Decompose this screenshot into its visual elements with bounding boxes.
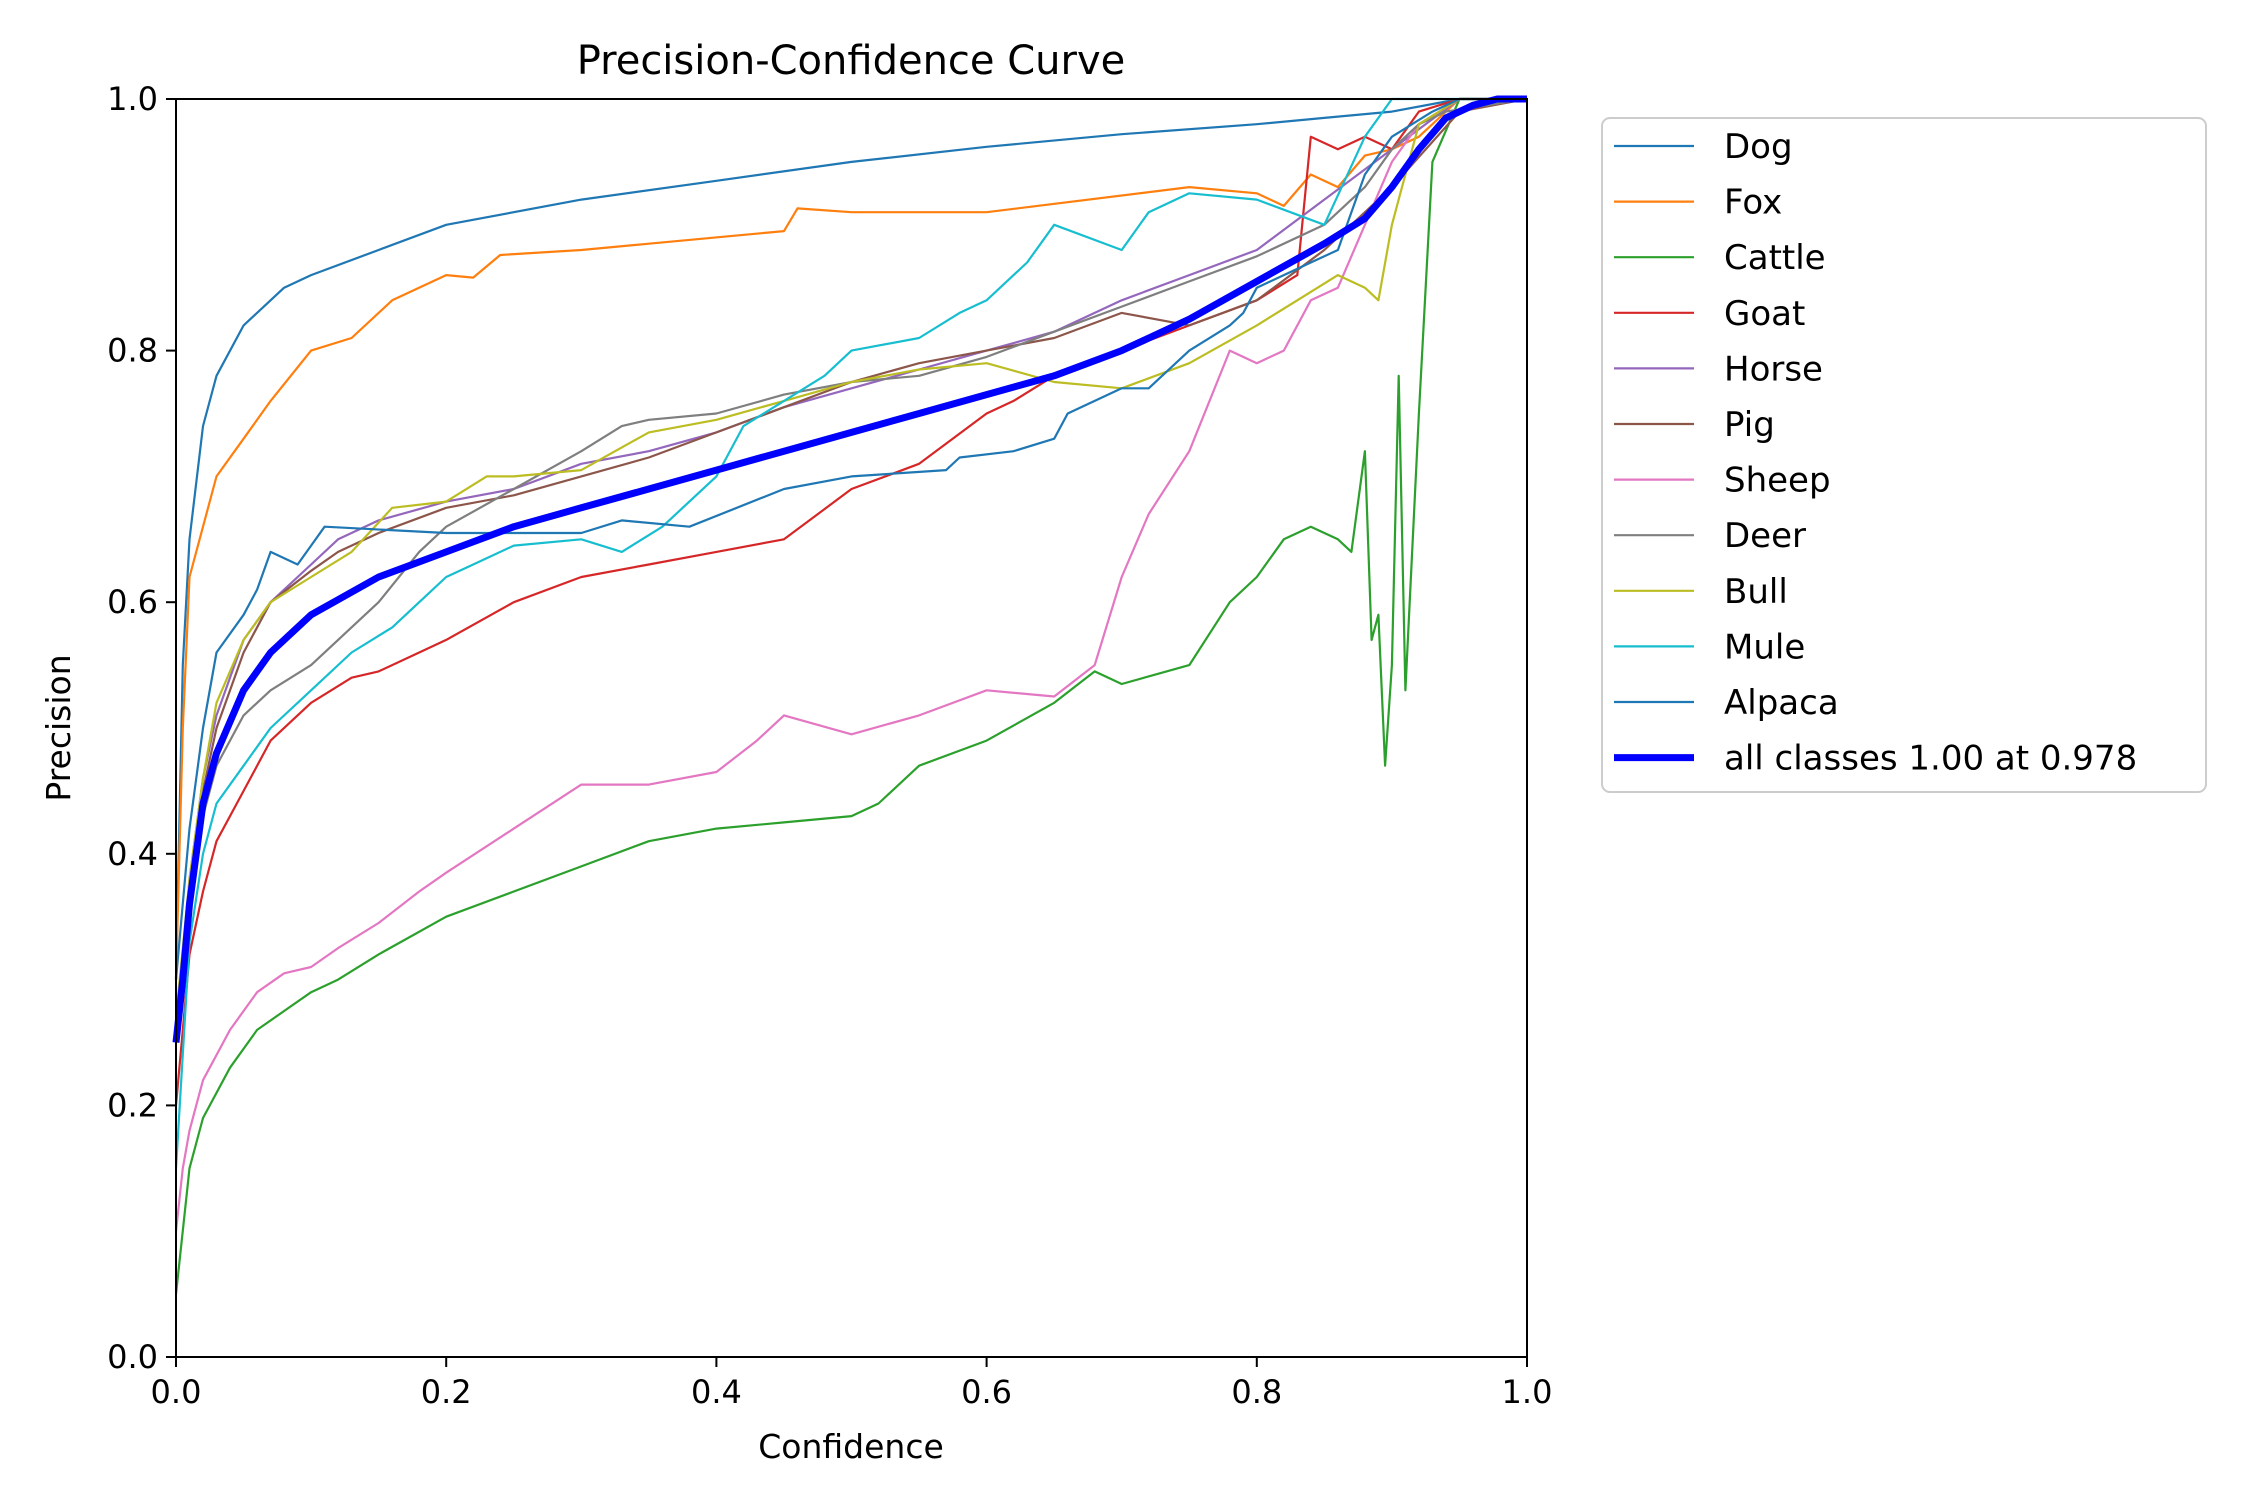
series-line-cattle xyxy=(174,97,1527,1295)
x-tick-label: 0.2 xyxy=(421,1373,472,1411)
x-axis-label: Confidence xyxy=(758,1427,944,1466)
y-tick-label: 0.0 xyxy=(107,1338,158,1376)
legend-label-cattle: Cattle xyxy=(1724,238,1826,278)
legend-label-pig: Pig xyxy=(1724,405,1775,445)
series-line-dog xyxy=(174,97,1527,980)
series-line-pig xyxy=(174,97,1528,1043)
y-axis: 0.0 0.2 0.4 0.6 0.8 1.0 xyxy=(107,80,176,1376)
series-line-sheep xyxy=(174,97,1527,1232)
plot-frame xyxy=(175,98,1528,1358)
x-tick-label: 0.0 xyxy=(151,1373,202,1411)
legend-label-fox: Fox xyxy=(1724,183,1782,223)
y-tick-label: 1.0 xyxy=(107,80,158,118)
x-tick-label: 1.0 xyxy=(1502,1373,1553,1411)
legend: Dog Fox Cattle Goat Horse Pig Sheep Deer Bull Mul… xyxy=(1601,117,2207,793)
series-line-mule xyxy=(174,97,1527,1169)
legend-label-sheep: Sheep xyxy=(1724,461,1831,501)
legend-label-deer: Deer xyxy=(1724,516,1806,556)
x-tick-label: 0.8 xyxy=(1231,1373,1282,1411)
series-line-bull xyxy=(174,97,1527,1018)
legend-frame xyxy=(1601,117,2207,793)
legend-label-all-classes-1-00-at-0-978: all classes 1.00 at 0.978 xyxy=(1724,739,2137,779)
x-tick-label: 0.4 xyxy=(691,1373,742,1411)
legend-label-bull: Bull xyxy=(1724,572,1788,612)
y-tick-label: 0.2 xyxy=(107,1086,158,1124)
chart-title: Precision-Confidence Curve xyxy=(577,38,1126,84)
series-line-goat xyxy=(174,97,1527,1106)
legend-label-goat: Goat xyxy=(1724,294,1805,334)
series-line-alpaca xyxy=(174,97,1527,980)
y-tick-label: 0.4 xyxy=(107,835,158,873)
y-tick-label: 0.6 xyxy=(107,583,158,621)
y-axis-label: Precision xyxy=(39,654,78,801)
legend-label-horse: Horse xyxy=(1724,349,1823,389)
y-tick-label: 0.8 xyxy=(107,332,158,370)
series-layer xyxy=(172,95,1528,1295)
x-tick-label: 0.6 xyxy=(961,1373,1012,1411)
legend-label-alpaca: Alpaca xyxy=(1724,683,1839,723)
legend-label-dog: Dog xyxy=(1724,127,1793,167)
x-axis: 0.0 0.2 0.4 0.6 0.8 1.0 xyxy=(151,1357,1553,1411)
series-line-all-classes-1-00-at-0-978 xyxy=(172,95,1527,1043)
series-line-deer xyxy=(174,97,1528,1043)
legend-label-mule: Mule xyxy=(1724,627,1805,667)
series-line-fox xyxy=(174,97,1527,980)
